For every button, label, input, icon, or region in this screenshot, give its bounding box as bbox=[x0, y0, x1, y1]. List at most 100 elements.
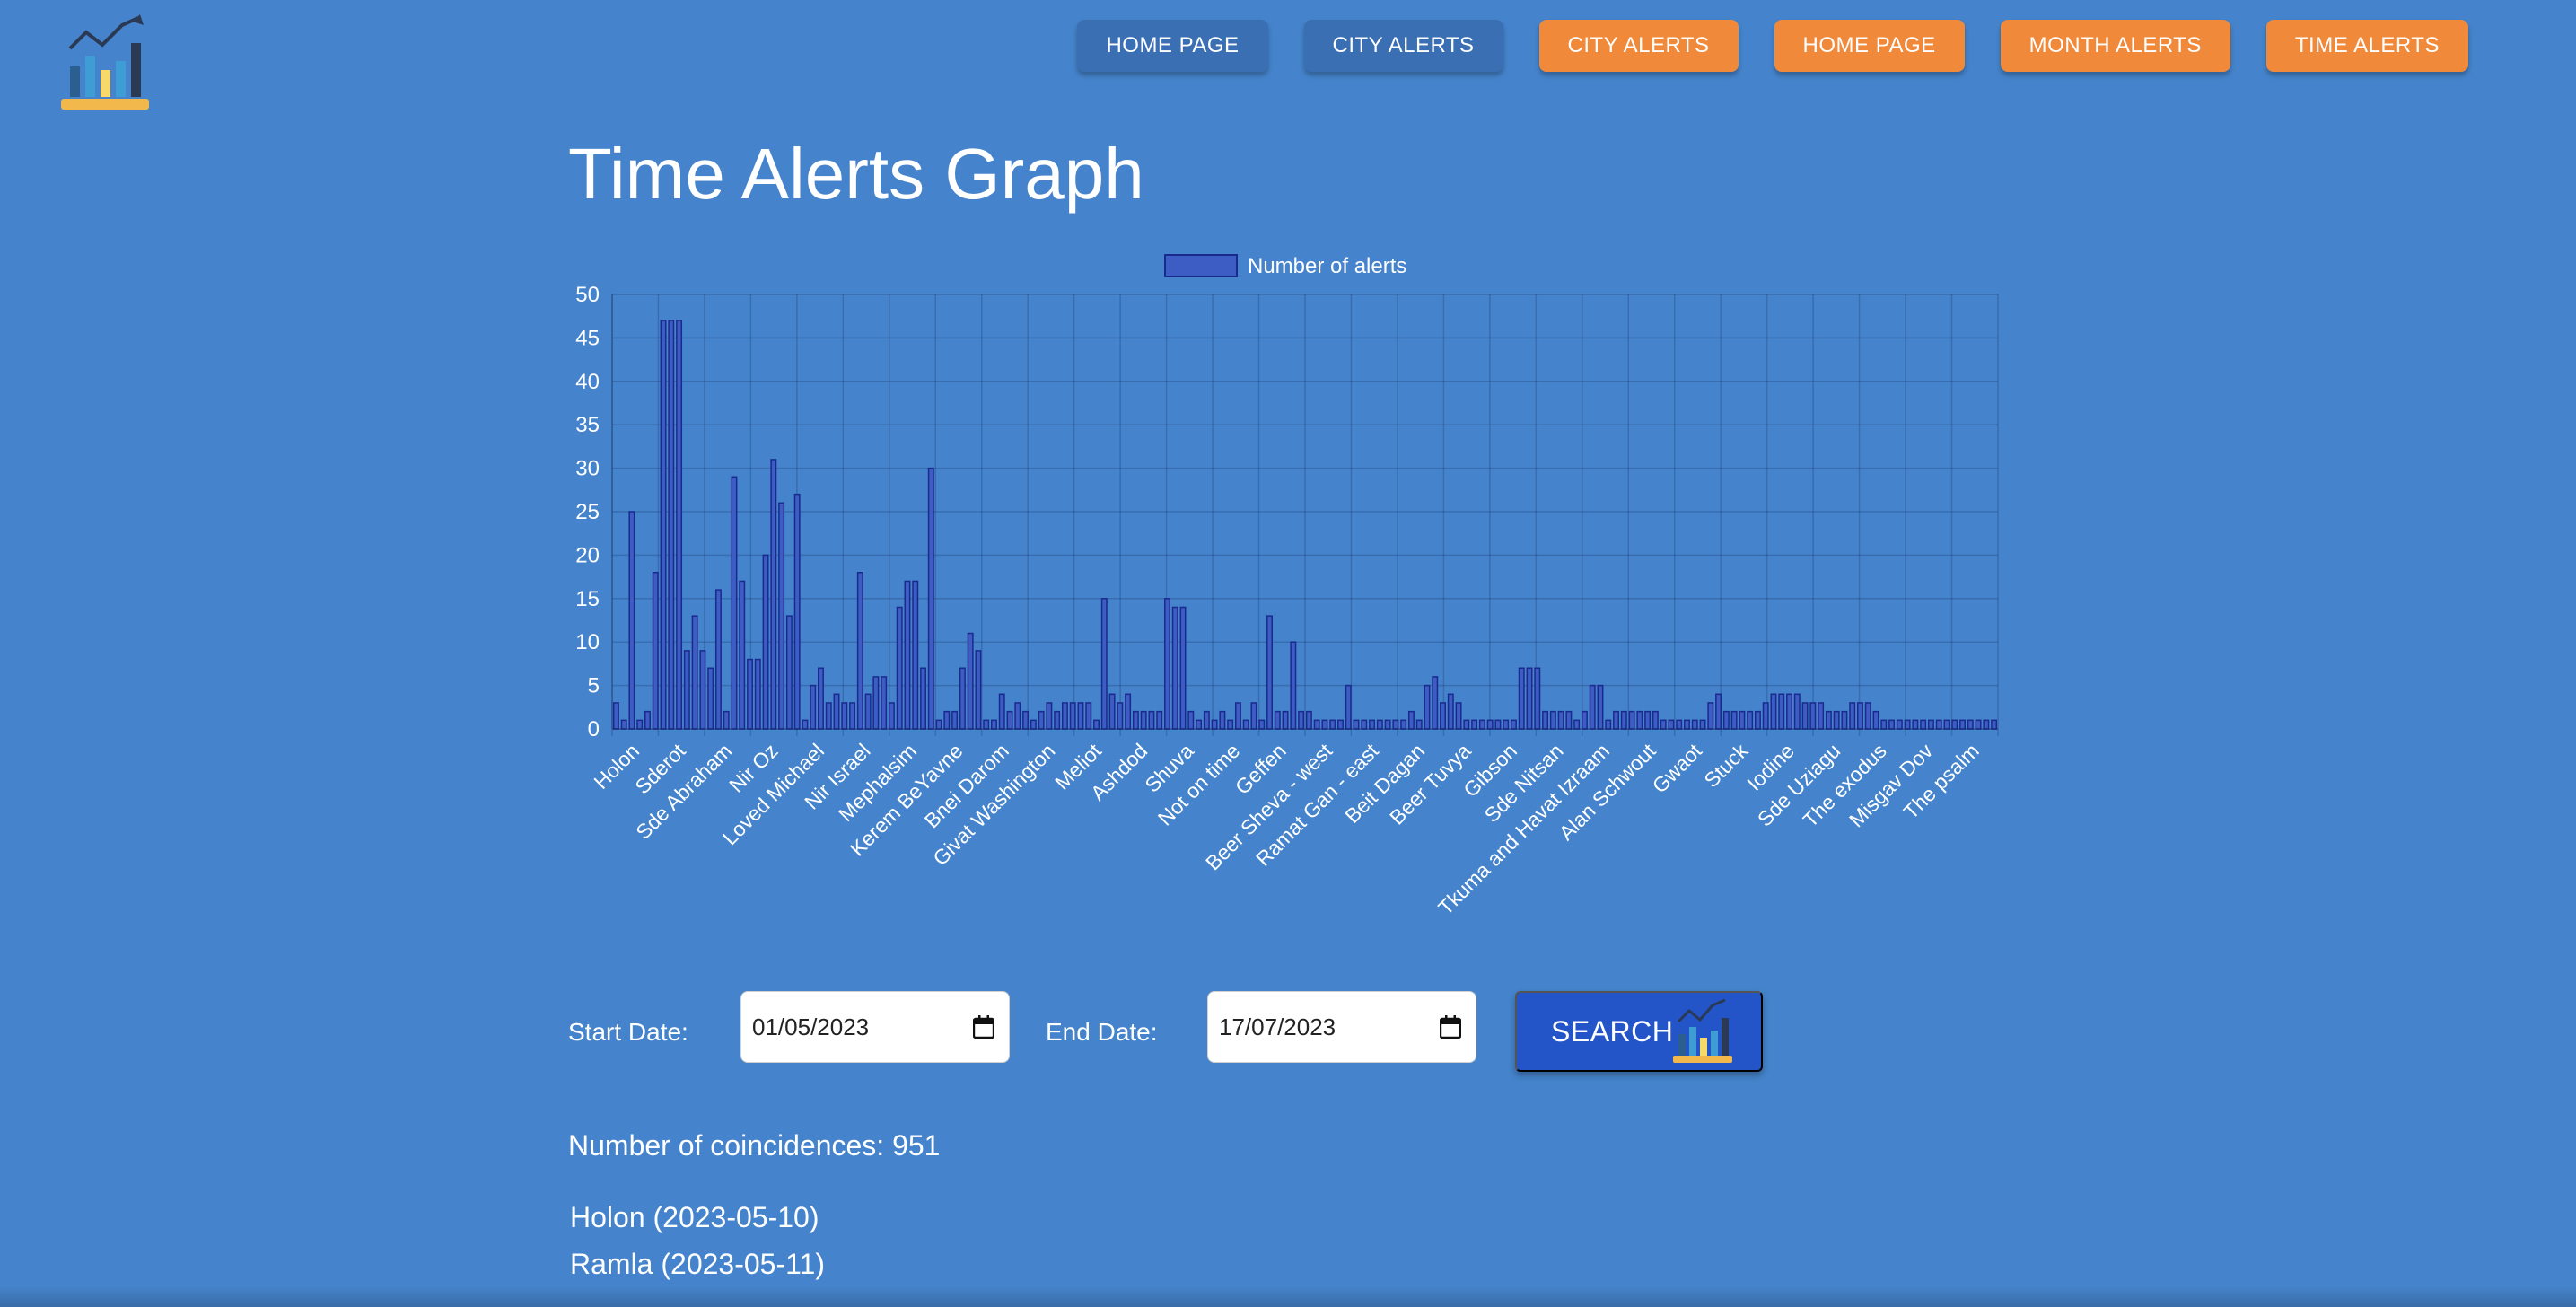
bar bbox=[1321, 719, 1328, 730]
bar bbox=[1069, 702, 1076, 730]
bar bbox=[1778, 693, 1785, 730]
y-tick-label: 15 bbox=[575, 587, 600, 611]
bar bbox=[1573, 719, 1581, 730]
bar bbox=[691, 615, 698, 730]
bar bbox=[1478, 719, 1485, 730]
bar bbox=[1164, 598, 1170, 730]
bar bbox=[1298, 710, 1305, 730]
bar bbox=[1920, 719, 1927, 730]
bar bbox=[1589, 684, 1596, 730]
bar bbox=[699, 650, 706, 730]
bar bbox=[1825, 710, 1832, 730]
nav-city-alerts-button[interactable]: CITY ALERTS bbox=[1303, 20, 1503, 72]
end-date-input[interactable]: 17/07/2023 bbox=[1207, 991, 1476, 1063]
bar bbox=[1597, 684, 1604, 730]
y-tick-label: 30 bbox=[575, 457, 600, 481]
bar bbox=[1337, 719, 1344, 730]
nav-time-alerts-button[interactable]: TIME ALERTS bbox=[2265, 20, 2468, 72]
y-tick-label: 45 bbox=[575, 326, 600, 350]
bar bbox=[1100, 598, 1108, 730]
calendar-icon[interactable] bbox=[973, 1015, 994, 1039]
bottom-shadow bbox=[0, 1285, 2576, 1307]
start-date-input[interactable]: 01/05/2023 bbox=[740, 991, 1010, 1063]
bar bbox=[1951, 719, 1958, 730]
bar bbox=[1061, 702, 1068, 730]
bar bbox=[975, 650, 982, 730]
y-tick-label: 50 bbox=[575, 283, 600, 307]
calendar-icon[interactable] bbox=[1440, 1015, 1461, 1039]
bar bbox=[1730, 710, 1738, 730]
bar bbox=[1762, 702, 1769, 730]
time-alerts-chart: Number of alerts05101520253035404550Holo… bbox=[575, 254, 1999, 919]
legend-label: Number of alerts bbox=[1248, 254, 1406, 278]
bar bbox=[959, 667, 966, 730]
bar bbox=[1770, 693, 1777, 730]
bar bbox=[1030, 719, 1037, 730]
bar bbox=[1219, 710, 1226, 730]
bar bbox=[1085, 702, 1092, 730]
bar bbox=[935, 719, 942, 730]
search-button-label: SEARCH bbox=[1551, 1014, 1674, 1048]
bar bbox=[1108, 693, 1116, 730]
top-nav: HOME PAGE CITY ALERTS CITY ALERTS HOME P… bbox=[1077, 20, 2468, 72]
nav-city-alerts-orange-button[interactable]: CITY ALERTS bbox=[1538, 20, 1739, 72]
nav-home-button[interactable]: HOME PAGE bbox=[1077, 20, 1268, 72]
y-tick-label: 0 bbox=[588, 717, 600, 741]
results-list: Holon (2023-05-10) Ramla (2023-05-11) bbox=[570, 1201, 825, 1294]
bar bbox=[1644, 710, 1652, 730]
bar bbox=[1857, 702, 1863, 730]
bar bbox=[620, 719, 627, 730]
bar bbox=[754, 658, 761, 730]
bar bbox=[707, 667, 714, 730]
bar bbox=[1904, 719, 1911, 730]
bar bbox=[1699, 719, 1706, 730]
bar bbox=[1494, 719, 1502, 730]
page-title: Time Alerts Graph bbox=[568, 134, 1144, 214]
app-logo bbox=[61, 14, 149, 110]
bar bbox=[1668, 719, 1675, 730]
start-date-value: 01/05/2023 bbox=[752, 1013, 870, 1040]
bar bbox=[1620, 710, 1627, 730]
bar bbox=[904, 580, 911, 730]
bar bbox=[888, 702, 895, 730]
bar bbox=[1463, 719, 1470, 730]
list-item: Ramla (2023-05-11) bbox=[570, 1248, 825, 1280]
bar bbox=[1975, 719, 1982, 730]
bar bbox=[802, 719, 809, 730]
nav-month-alerts-button[interactable]: MONTH ALERTS bbox=[2000, 20, 2230, 72]
bar bbox=[1503, 719, 1510, 730]
bar bbox=[1747, 710, 1754, 730]
bar bbox=[1054, 710, 1061, 730]
bar bbox=[1361, 719, 1368, 730]
bar bbox=[1353, 719, 1360, 730]
bar bbox=[723, 710, 730, 730]
bar bbox=[912, 580, 919, 730]
bar bbox=[1093, 719, 1100, 730]
bar bbox=[714, 589, 722, 730]
bar bbox=[1242, 719, 1249, 730]
search-button[interactable]: SEARCH bbox=[1515, 991, 1763, 1072]
bar bbox=[1440, 702, 1446, 730]
bar bbox=[1959, 719, 1966, 730]
bar bbox=[927, 467, 934, 730]
bar bbox=[1809, 702, 1817, 730]
bar bbox=[1125, 693, 1132, 730]
bar bbox=[1305, 710, 1312, 730]
legend-swatch bbox=[1164, 254, 1238, 277]
bar bbox=[1534, 667, 1541, 730]
bar bbox=[841, 702, 848, 730]
bar bbox=[849, 702, 856, 730]
bar bbox=[967, 632, 974, 730]
start-date-label: Start Date: bbox=[568, 1018, 688, 1046]
bar bbox=[1006, 710, 1013, 730]
bar bbox=[1613, 710, 1619, 730]
bar bbox=[1691, 719, 1698, 730]
bar bbox=[1132, 710, 1139, 730]
chart-logo-icon bbox=[1673, 998, 1732, 1063]
bar bbox=[1077, 702, 1084, 730]
bar bbox=[1880, 719, 1888, 730]
list-item: Holon (2023-05-10) bbox=[570, 1201, 819, 1233]
bar bbox=[1888, 719, 1896, 730]
nav-home-orange-button[interactable]: HOME PAGE bbox=[1774, 20, 1965, 72]
bar bbox=[1849, 702, 1856, 730]
